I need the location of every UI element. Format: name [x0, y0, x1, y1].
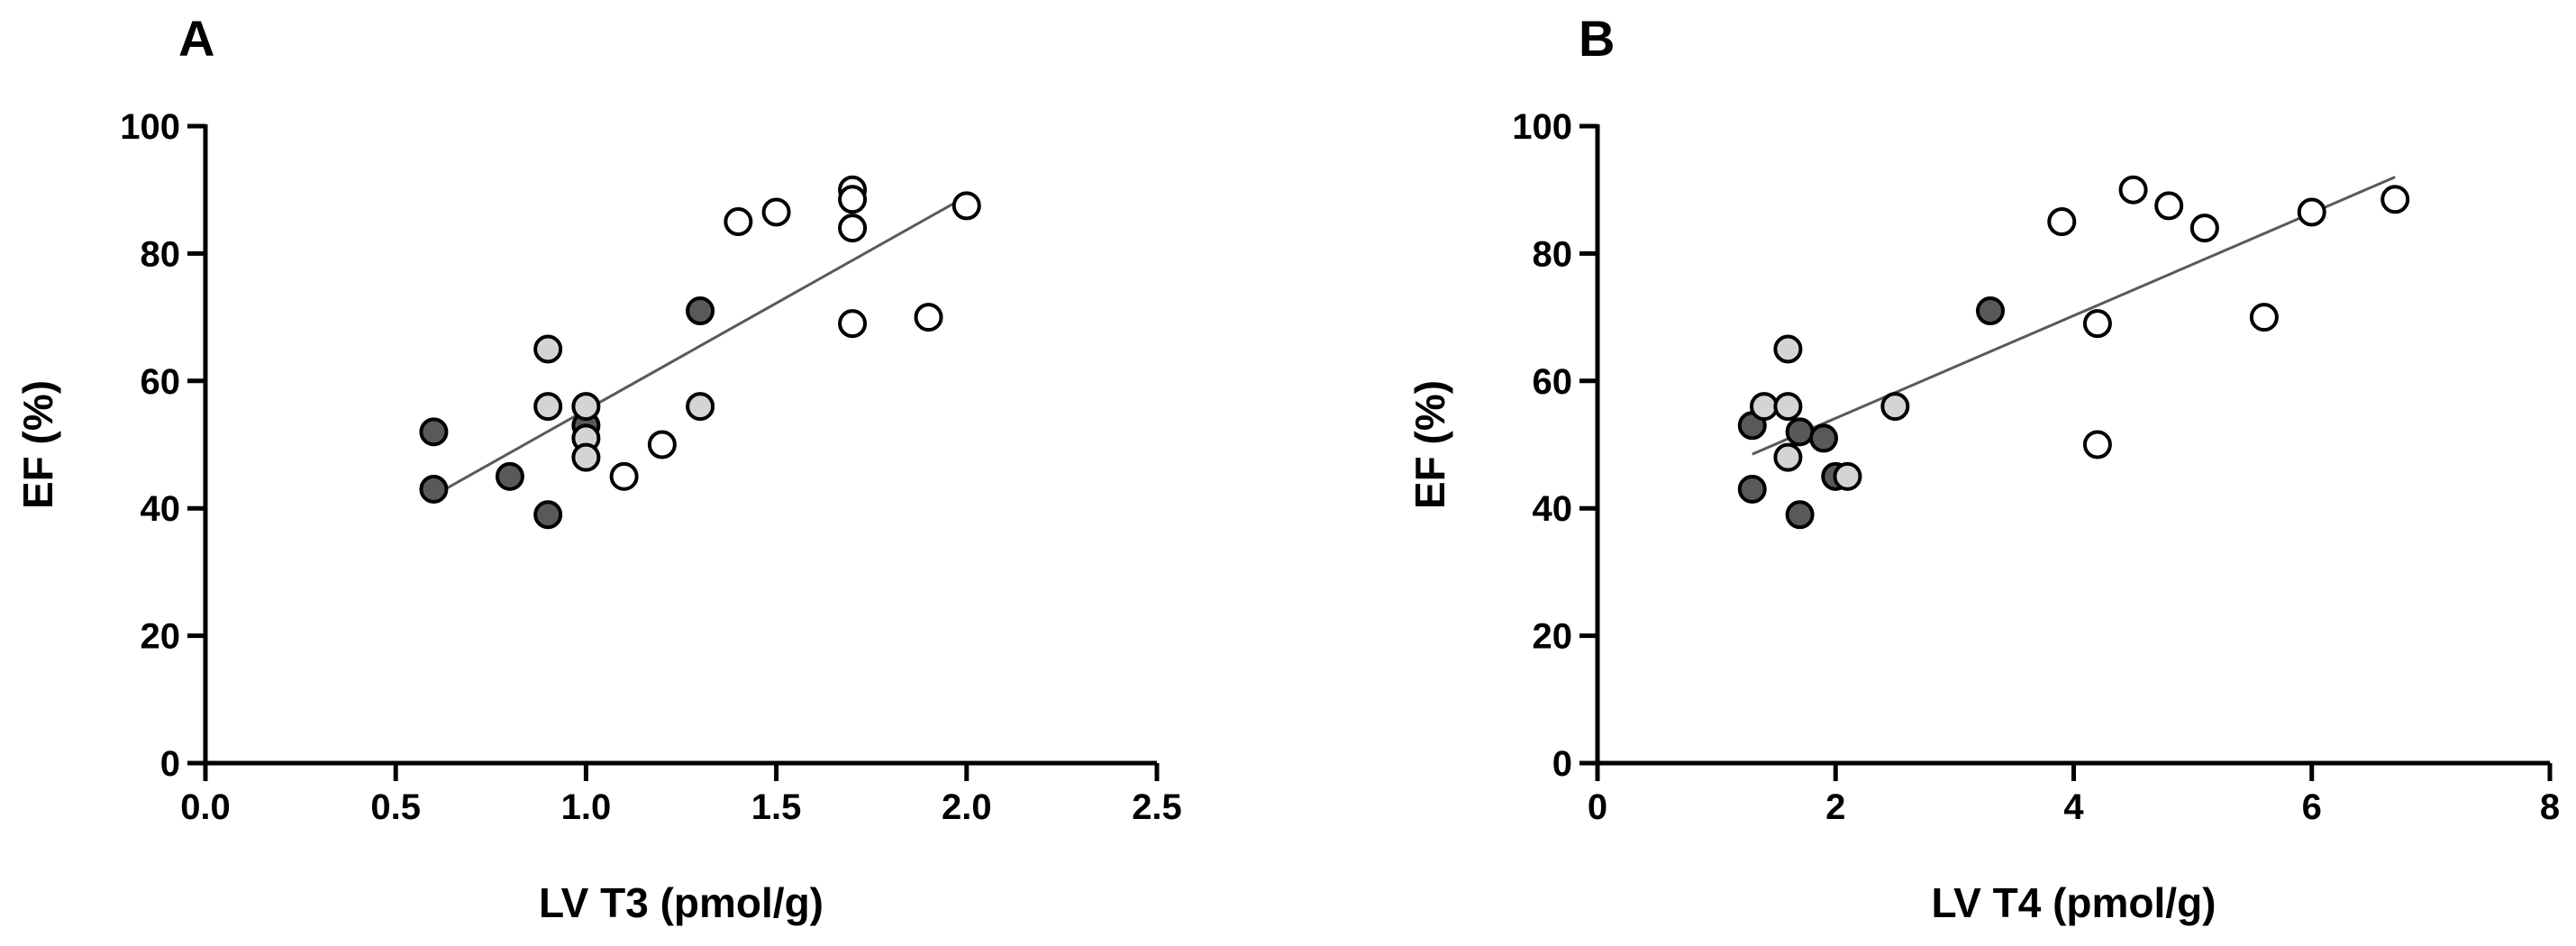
data-point-light	[1773, 334, 1803, 364]
x-tick-label: 0.5	[370, 787, 421, 827]
data-point-open	[2082, 430, 2112, 459]
axis-lines	[203, 124, 1157, 766]
data-point-dark	[419, 474, 449, 504]
data-point-open	[724, 207, 753, 237]
data-point-light	[571, 442, 601, 472]
data-point-open	[2047, 207, 2077, 237]
data-point-open	[838, 214, 868, 243]
data-point-open	[2249, 303, 2279, 332]
data-point-light	[1773, 442, 1803, 472]
y-tick-label: 40	[141, 489, 181, 529]
x-tick-label: 0.0	[180, 787, 231, 827]
panel-a: A 0 20 40 60 80 100 0.0 0.5 1.0 1.5 2.0 2.5 LV T3 (pm…	[14, 10, 1182, 926]
data-point-light	[1833, 461, 1862, 491]
data-point-dark	[686, 296, 715, 326]
y-tick-label: 20	[1533, 617, 1573, 657]
data-point-dark	[1785, 417, 1815, 447]
data-point-dark	[533, 500, 563, 530]
y-axis-label: EF (%)	[14, 380, 61, 509]
y-tick-label: 40	[1533, 489, 1573, 529]
data-point-open	[838, 309, 868, 339]
x-tick-label: 1.5	[751, 787, 802, 827]
y-tick-label: 0	[1552, 744, 1572, 784]
data-point-light	[533, 392, 563, 422]
y-axis-label: EF (%)	[1406, 380, 1453, 509]
y-tick-label: 80	[1533, 234, 1573, 274]
data-point-dark	[1737, 474, 1767, 504]
data-point-light	[1880, 392, 1910, 422]
panel-b: B 0 20 40 60 80 100 0 2 4 6 8 LV T4 (pmol/g) EF (%)	[1406, 10, 2560, 926]
y-tick-label: 60	[141, 362, 181, 402]
regression-line	[1752, 176, 2396, 456]
data-point-light	[533, 334, 563, 364]
data-point-open	[2154, 191, 2184, 221]
x-tick-label: 2	[1825, 787, 1845, 827]
data-point-open	[2082, 309, 2112, 339]
x-tick-label: 2.5	[1132, 787, 1182, 827]
data-point-open	[914, 303, 943, 332]
y-tick-label: 0	[160, 744, 180, 784]
x-tick-label: 8	[2540, 787, 2560, 827]
data-point-open	[951, 191, 981, 221]
data-point-dark	[1809, 423, 1839, 453]
data-point-open	[2118, 175, 2148, 205]
data-point-dark	[495, 461, 524, 491]
y-tick-label: 100	[120, 107, 180, 147]
data-point-light	[1773, 392, 1803, 422]
data-point-open	[2297, 197, 2326, 227]
data-point-light	[686, 392, 715, 422]
y-tick-label: 20	[141, 617, 181, 657]
data-point-dark	[419, 417, 449, 447]
y-tick-label: 80	[141, 234, 181, 274]
y-tick-label: 60	[1533, 362, 1573, 402]
data-point-dark	[1785, 500, 1815, 530]
data-point-open	[2189, 214, 2219, 243]
x-tick-label: 6	[2302, 787, 2322, 827]
data-point-open	[647, 430, 677, 459]
x-axis-label: LV T4 (pmol/g)	[1931, 879, 2216, 926]
data-point-light	[571, 392, 601, 422]
data-point-open	[761, 197, 791, 227]
x-axis-label: LV T3 (pmol/g)	[539, 879, 824, 926]
data-point-open	[609, 461, 639, 491]
x-tick-label: 2.0	[942, 787, 992, 827]
x-tick-label: 1.0	[561, 787, 612, 827]
y-tick-label: 100	[1512, 107, 1572, 147]
x-tick-label: 4	[2063, 787, 2084, 827]
panel-letter: A	[178, 10, 214, 67]
x-tick-label: 0	[1588, 787, 1607, 827]
data-point-dark	[1976, 296, 2006, 326]
panel-letter: B	[1579, 10, 1615, 67]
data-point-light	[1749, 392, 1779, 422]
data-point-open	[838, 185, 868, 214]
regression-line	[432, 195, 968, 497]
data-point-open	[2380, 185, 2410, 214]
